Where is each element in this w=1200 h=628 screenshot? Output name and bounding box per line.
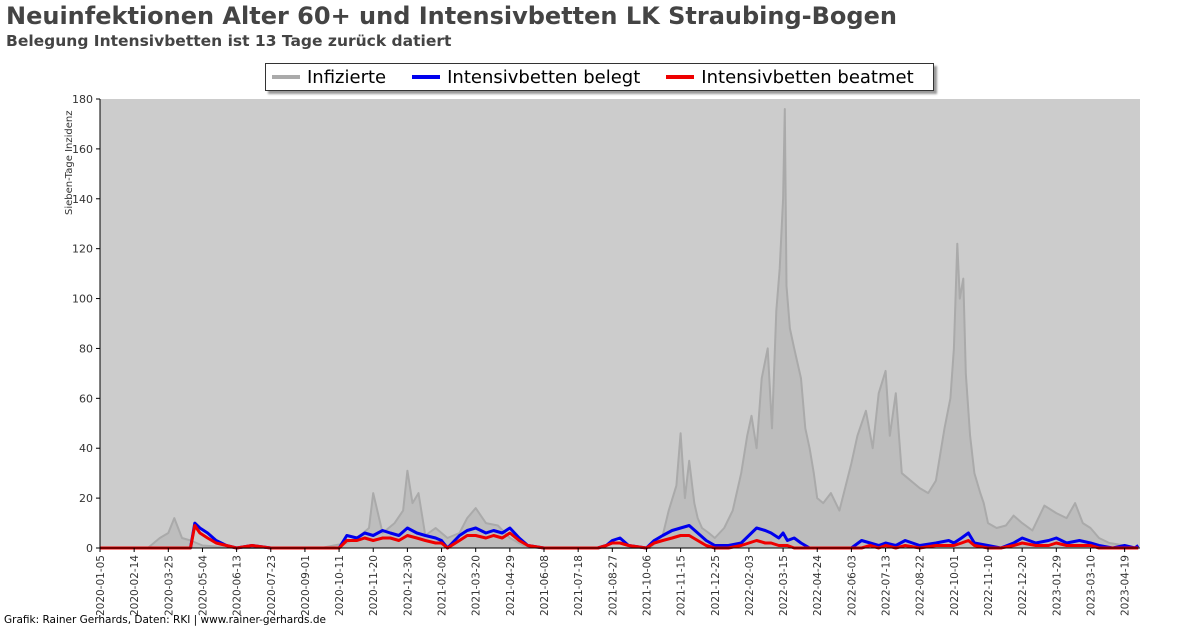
legend-item-infizierte: Infizierte	[272, 67, 386, 88]
x-tick-label: 2020-11-20	[368, 555, 380, 616]
y-tick-label: 0	[86, 542, 93, 555]
x-tick-label: 2020-01-05	[95, 555, 107, 616]
series-area-infizierte	[100, 109, 1139, 548]
chart-subtitle: Belegung Intensivbetten ist 13 Tage zurü…	[6, 32, 452, 50]
legend-swatch-infizierte	[272, 75, 300, 79]
x-tick-label: 2021-03-20	[471, 555, 483, 616]
x-tick-label: 2021-08-27	[607, 555, 619, 616]
x-tick-label: 2020-10-11	[334, 555, 346, 616]
x-tick-label: 2022-02-03	[744, 555, 756, 616]
y-tick-label: 20	[79, 492, 93, 505]
x-tick-label: 2022-10-01	[949, 555, 961, 616]
x-tick-label: 2022-11-10	[983, 555, 995, 616]
x-tick-label: 2021-02-08	[437, 555, 449, 616]
x-tick-label: 2020-06-13	[232, 555, 244, 616]
series-line-infizierte	[100, 108, 1139, 549]
x-tick-label: 2022-06-03	[846, 555, 858, 616]
y-tick-label: 140	[72, 193, 93, 206]
legend-label-belegt: Intensivbetten belegt	[447, 66, 641, 88]
legend: Infizierte Intensivbetten belegt Intensi…	[265, 63, 934, 91]
x-tick-label: 2020-02-14	[129, 555, 141, 616]
legend-item-belegt: Intensivbetten belegt	[412, 67, 640, 88]
legend-label-beatmet: Intensivbetten beatmet	[701, 66, 914, 88]
series-line-beatmet	[100, 524, 1139, 550]
footer-credit: Grafik: Rainer Gerhards, Daten: RKI | ww…	[4, 614, 326, 626]
y-tick-label: 80	[79, 342, 93, 355]
x-tick-label: 2020-05-04	[197, 555, 209, 616]
plot-area	[100, 99, 1140, 548]
series-line-belegt	[100, 521, 1140, 550]
x-tick-label: 2022-12-20	[1017, 555, 1029, 616]
legend-label-infizierte: Infizierte	[307, 66, 387, 88]
x-tick-label: 2020-07-23	[266, 555, 278, 616]
x-tick-label: 2023-04-19	[1120, 555, 1132, 616]
x-tick-label: 2022-03-15	[778, 555, 790, 616]
legend-swatch-belegt	[412, 75, 441, 79]
y-tick-label: 100	[72, 293, 93, 306]
y-tick-label: 60	[79, 392, 93, 405]
legend-item-beatmet: Intensivbetten beatmet	[666, 66, 914, 88]
x-tick-label: 2021-12-25	[710, 555, 722, 616]
x-tick-label: 2022-04-24	[812, 555, 824, 616]
x-tick-label: 2021-06-08	[539, 555, 551, 616]
x-tick-label: 2020-09-01	[300, 555, 312, 616]
x-tick-label: 2023-03-10	[1085, 555, 1097, 616]
x-tick-label: 2020-03-25	[163, 555, 175, 616]
y-tick-label: 40	[79, 442, 93, 455]
x-tick-label: 2021-04-29	[505, 555, 517, 616]
x-tick-label: 2021-11-15	[676, 555, 688, 616]
chart-title: Neuinfektionen Alter 60+ und Intensivbet…	[6, 2, 897, 30]
y-tick-label: 180	[72, 93, 93, 106]
x-tick-label: 2020-12-30	[402, 555, 414, 616]
y-tick-label: 120	[72, 243, 93, 256]
y-tick-label: 160	[72, 143, 93, 156]
x-tick-label: 2021-10-06	[641, 555, 653, 616]
x-tick-label: 2022-08-22	[915, 555, 927, 616]
legend-swatch-beatmet	[666, 75, 695, 79]
y-axis-label: Sieben-Tage Inzidenz	[64, 111, 75, 215]
x-tick-label: 2022-07-13	[881, 555, 893, 616]
x-tick-label: 2023-01-29	[1051, 555, 1063, 616]
x-tick-label: 2021-07-18	[573, 555, 585, 616]
